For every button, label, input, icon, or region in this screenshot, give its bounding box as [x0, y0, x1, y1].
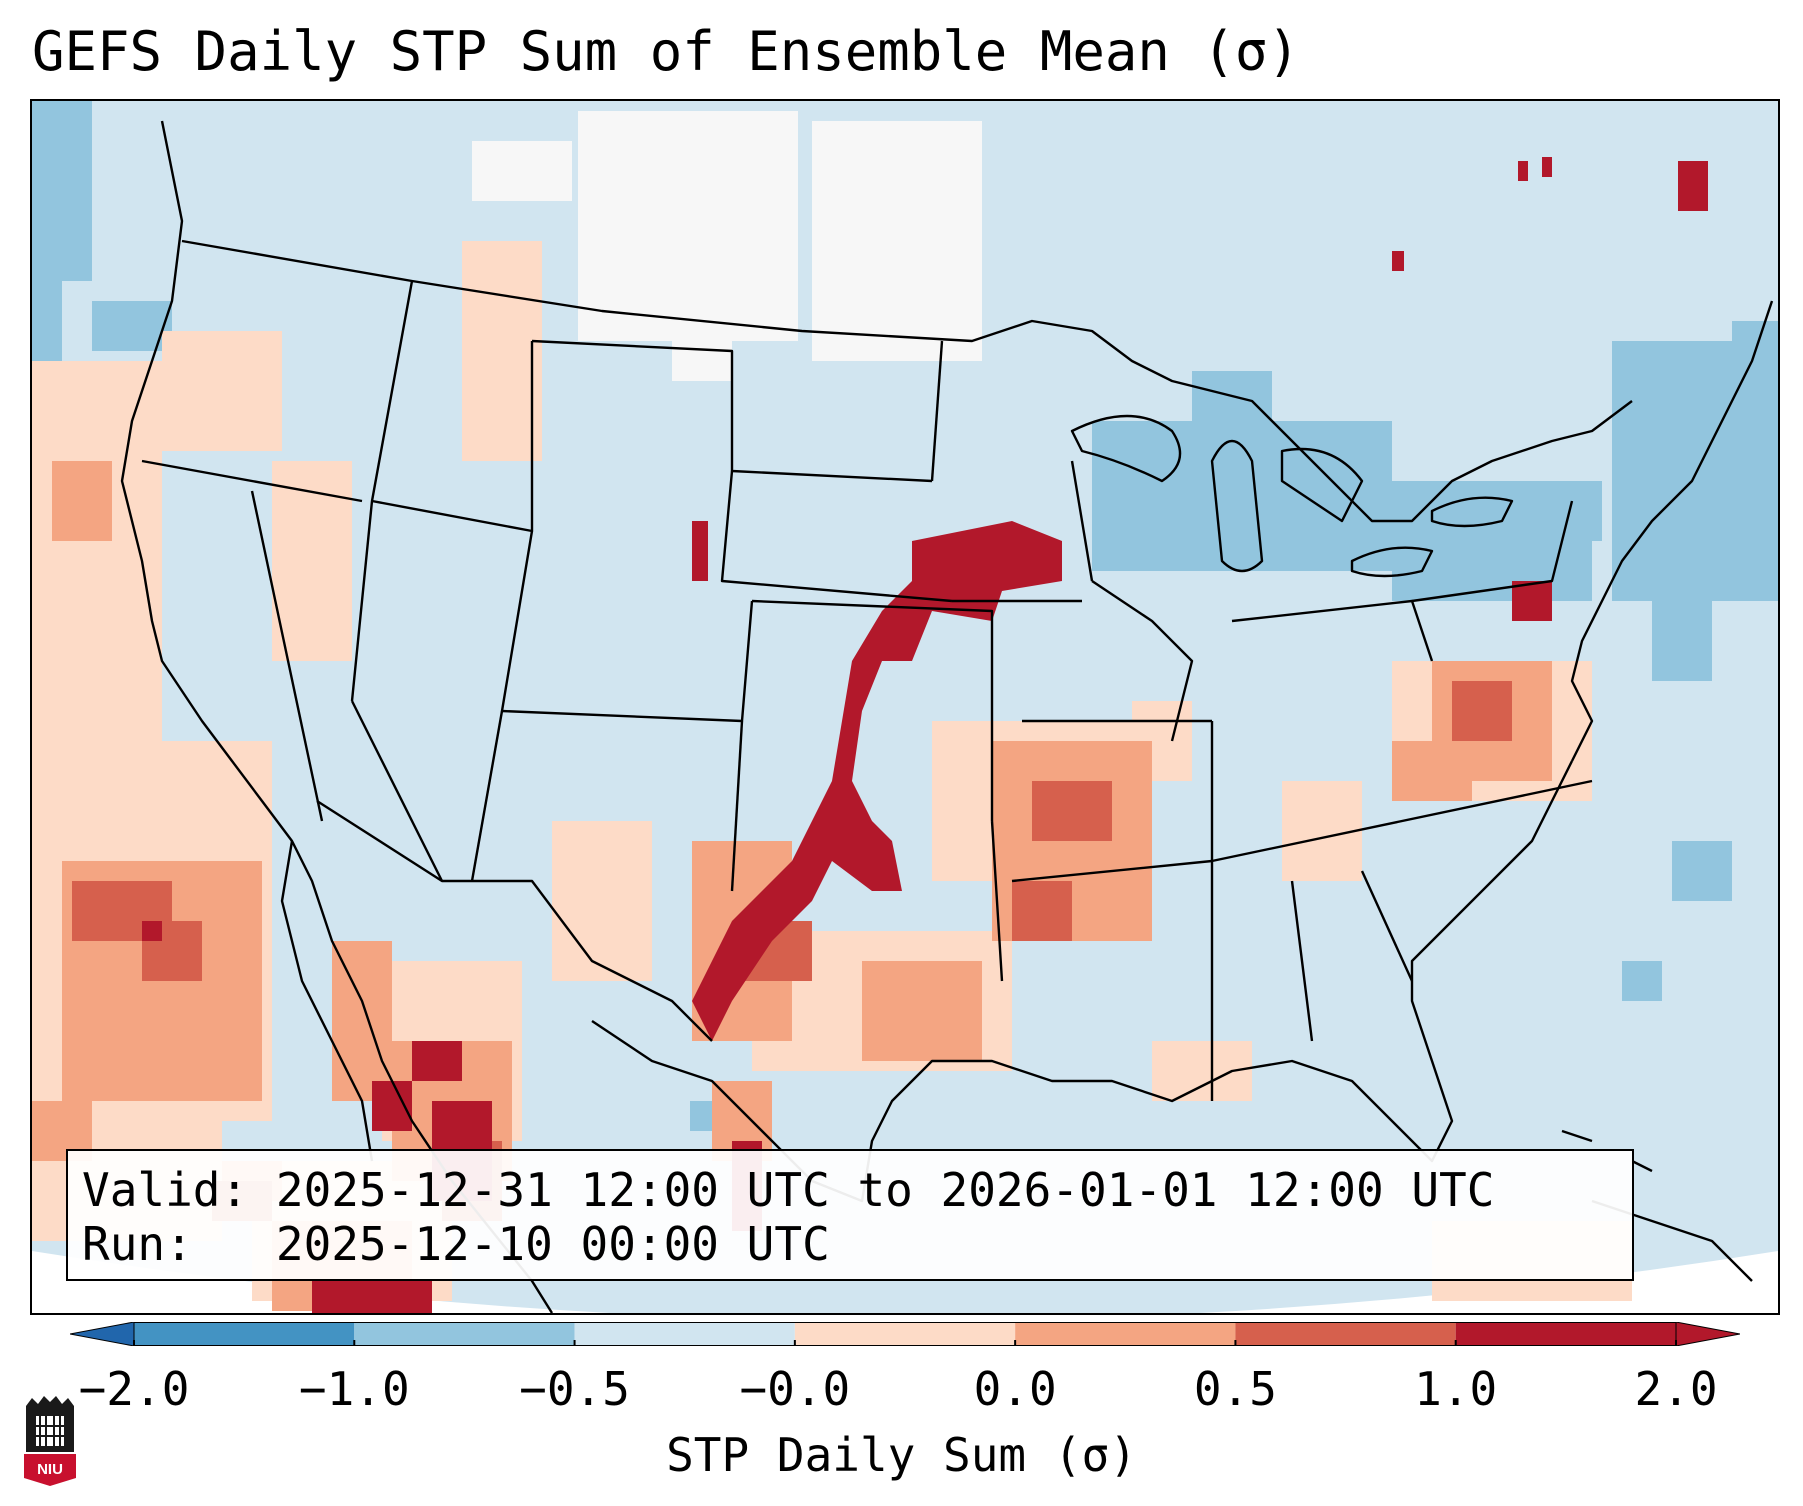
colorbar-tick-label: −0.5: [519, 1362, 630, 1416]
colorbar-segment: [1455, 1322, 1676, 1346]
projection-edge: [32, 1251, 1778, 1313]
logo-text: NIU: [37, 1461, 63, 1478]
colorbar-segment: [1015, 1322, 1236, 1346]
colorbar-segment: [794, 1322, 1016, 1346]
colorbar-tick-label: −0.0: [739, 1362, 851, 1416]
valid-value: 2025-12-31 12:00 UTC to 2026-01-01 12:00…: [275, 1163, 1495, 1217]
run-value: 2025-12-10 00:00 UTC: [275, 1217, 830, 1271]
colorbar-tick-label: 0.0: [973, 1362, 1057, 1416]
colorbar-segment: [134, 1322, 355, 1346]
colorbar-outline: [133, 1322, 1677, 1346]
near-zero-cells: [472, 111, 982, 381]
colorbar-segments: [70, 1322, 1740, 1346]
colorbar-tick-label: −2.0: [78, 1362, 190, 1416]
niu-logo: NIU: [24, 1396, 76, 1486]
valid-line: Valid: 2025-12-31 12:00 UTC to 2026-01-0…: [82, 1163, 1632, 1217]
boundaries: [120, 120, 1774, 1313]
valid-label: Valid:: [82, 1163, 249, 1217]
colorbar-tick-label: 0.5: [1193, 1362, 1277, 1416]
colorbar-segment: [1235, 1322, 1456, 1346]
colorbar-segment: [574, 1322, 795, 1346]
validity-info-box: Valid: 2025-12-31 12:00 UTC to 2026-01-0…: [66, 1149, 1634, 1281]
run-line: Run: 2025-12-10 00:00 UTC: [82, 1217, 1632, 1271]
map-svg: [32, 101, 1778, 1313]
colorbar-over-extension: [1675, 1322, 1740, 1346]
run-label: Run:: [82, 1217, 193, 1271]
chart-title: GEFS Daily STP Sum of Ensemble Mean (σ): [32, 20, 1300, 83]
negative-anomaly-cells: [32, 101, 1778, 1131]
colorbar-label: STP Daily Sum (σ): [666, 1428, 1137, 1482]
colorbar: [70, 1322, 1740, 1346]
colorbar-tick-label: 2.0: [1634, 1362, 1718, 1416]
map-panel: [30, 99, 1780, 1315]
colorbar-tick-label: 1.0: [1414, 1362, 1498, 1416]
colorbar-under-extension: [70, 1322, 135, 1346]
colorbar-tick-label: −1.0: [298, 1362, 410, 1416]
colorbar-segment: [354, 1322, 575, 1346]
